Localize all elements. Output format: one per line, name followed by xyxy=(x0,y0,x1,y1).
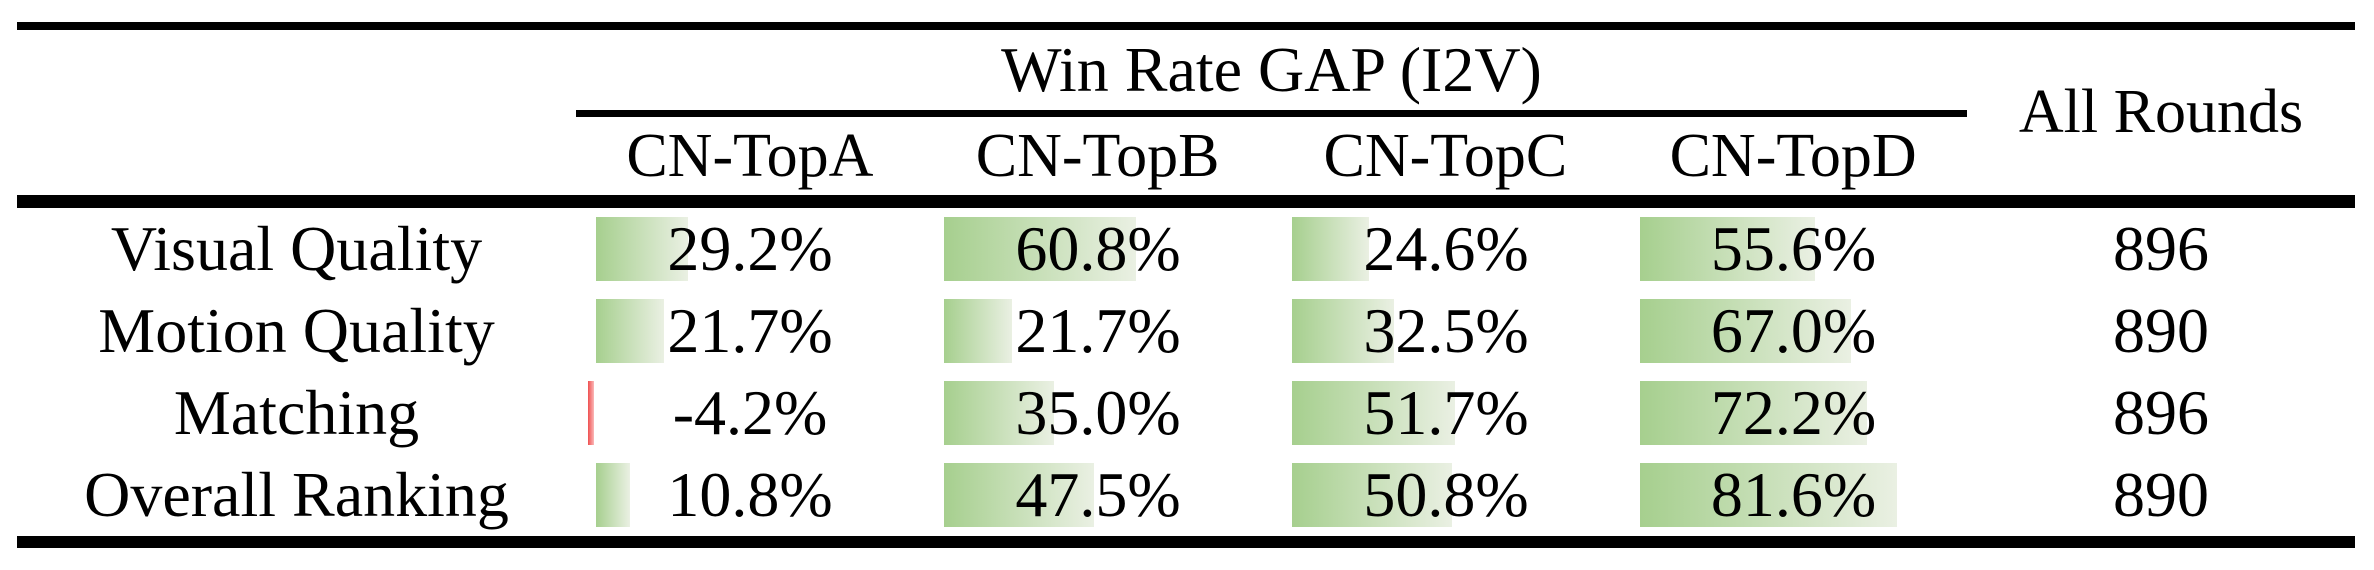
data-bar xyxy=(1292,299,1394,363)
value-text: 50.8% xyxy=(1363,459,1529,530)
data-bar xyxy=(1640,381,1867,445)
data-bar xyxy=(596,463,630,527)
value-text: 32.5% xyxy=(1363,295,1529,366)
row-label: Visual Quality xyxy=(110,213,483,284)
table-bottom-rule xyxy=(17,536,2355,548)
value-cell: 21.7% xyxy=(576,290,924,372)
data-bar xyxy=(1640,299,1851,363)
value-cell: 21.7% xyxy=(924,290,1272,372)
results-table: Win Rate GAP (I2V) CN-TopA CN-TopB CN-To… xyxy=(17,22,2355,548)
header-group-title: Win Rate GAP (I2V) xyxy=(576,30,1967,117)
header-col-cn-topc: CN-TopC xyxy=(1323,121,1568,190)
table-row-motion-quality: Motion Quality 21.7% 21.7% 32.5% 67.0% 8… xyxy=(17,290,2355,372)
header-col-cn-topd: CN-TopD xyxy=(1669,121,1917,190)
value-cell: 50.8% xyxy=(1272,454,1620,536)
row-label: Overall Ranking xyxy=(84,459,509,530)
value-text: 47.5% xyxy=(1015,459,1181,530)
data-bar xyxy=(596,299,664,363)
data-bar xyxy=(1640,217,1815,281)
data-bar xyxy=(944,299,1012,363)
value-cell: 55.6% xyxy=(1620,208,1967,290)
data-bar xyxy=(588,381,594,445)
table-header: Win Rate GAP (I2V) CN-TopA CN-TopB CN-To… xyxy=(17,30,2355,195)
value-text: 72.2% xyxy=(1710,377,1877,448)
table-row-overall-ranking: Overall Ranking 10.8% 47.5% 50.8% 81.6% … xyxy=(17,454,2355,536)
rounds-cell: 890 xyxy=(2113,459,2209,530)
header-col-cn-topb: CN-TopB xyxy=(975,121,1220,190)
header-col-cn-topa: CN-TopA xyxy=(626,121,874,190)
value-cell: 29.2% xyxy=(576,208,924,290)
rounds-cell: 896 xyxy=(2113,377,2209,448)
value-cell: 35.0% xyxy=(924,372,1272,454)
value-text: 24.6% xyxy=(1363,213,1529,284)
row-label: Matching xyxy=(173,377,420,448)
data-bar xyxy=(1640,463,1897,527)
value-text: 35.0% xyxy=(1015,377,1181,448)
value-text: 21.7% xyxy=(1015,295,1181,366)
table-row-visual-quality: Visual Quality 29.2% 60.8% 24.6% 55.6% 8… xyxy=(17,208,2355,290)
row-label: Motion Quality xyxy=(98,295,495,366)
value-text: 10.8% xyxy=(667,459,833,530)
value-cell: 72.2% xyxy=(1620,372,1967,454)
value-text: 67.0% xyxy=(1710,295,1877,366)
value-cell: 67.0% xyxy=(1620,290,1967,372)
value-text: 29.2% xyxy=(667,213,833,284)
value-text: 60.8% xyxy=(1015,213,1181,284)
data-bar xyxy=(944,463,1094,527)
data-bar xyxy=(944,381,1054,445)
rounds-cell: 890 xyxy=(2113,295,2209,366)
header-group: Win Rate GAP (I2V) CN-TopA CN-TopB CN-To… xyxy=(576,30,1967,195)
value-cell: 51.7% xyxy=(1272,372,1620,454)
value-cell: 60.8% xyxy=(924,208,1272,290)
header-column-row: CN-TopA CN-TopB CN-TopC CN-TopD xyxy=(576,117,1967,195)
value-cell: 32.5% xyxy=(1272,290,1620,372)
value-text: -4.2% xyxy=(672,377,828,448)
table-top-rule xyxy=(17,22,2355,30)
value-cell: 81.6% xyxy=(1620,454,1967,536)
table-row-matching: Matching -4.2% 35.0% 51.7% 72.2% 896 xyxy=(17,372,2355,454)
header-empty-cell xyxy=(17,30,576,195)
data-bar xyxy=(1292,463,1452,527)
data-bar xyxy=(944,217,1136,281)
value-text: 55.6% xyxy=(1710,213,1877,284)
value-cell: 24.6% xyxy=(1272,208,1620,290)
value-text: 51.7% xyxy=(1363,377,1529,448)
data-bar xyxy=(1292,217,1369,281)
rounds-cell: 896 xyxy=(2113,213,2209,284)
data-bar xyxy=(596,217,688,281)
header-col-all-rounds: All Rounds xyxy=(2018,78,2304,146)
value-cell: 47.5% xyxy=(924,454,1272,536)
value-text: 21.7% xyxy=(667,295,833,366)
header-bottom-rule xyxy=(17,195,2355,208)
value-cell: -4.2% xyxy=(576,372,924,454)
value-text: 81.6% xyxy=(1710,459,1877,530)
value-cell: 10.8% xyxy=(576,454,924,536)
data-bar xyxy=(1292,381,1455,445)
